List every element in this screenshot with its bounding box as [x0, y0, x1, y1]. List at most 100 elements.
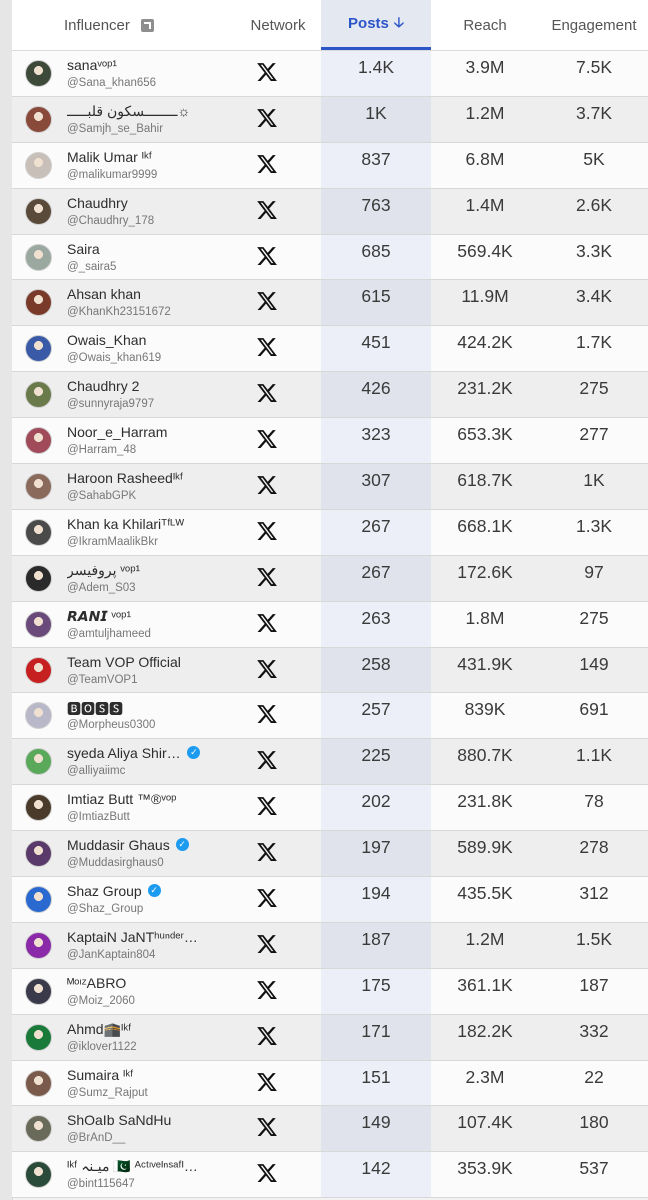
- x-network-icon: [256, 566, 278, 588]
- influencer-name[interactable]: Imtiaz Butt ™®ᵛᵒᵖ: [67, 791, 177, 808]
- avatar[interactable]: [25, 473, 52, 501]
- expand-icon[interactable]: [140, 18, 154, 32]
- table-row[interactable]: Noor_e_Harram @Harram_48 323 653.3K 277: [12, 418, 648, 465]
- avatar[interactable]: [25, 564, 52, 592]
- influencer-name[interactable]: Chaudhry: [67, 194, 128, 211]
- table-row[interactable]: Sumaira ᴵᵏᶠ @Sumz_Rajput 151 2.3M 22: [12, 1060, 648, 1107]
- avatar[interactable]: [25, 794, 52, 822]
- avatar[interactable]: [25, 702, 52, 730]
- influencer-name[interactable]: Noor_e_Harram: [67, 424, 168, 441]
- posts-value: 175: [361, 974, 391, 995]
- table-row[interactable]: Shaz Group @Shaz_Group ✓ 194 435.5K 312: [12, 877, 648, 923]
- influencer-name[interactable]: Haroon Rasheedᴵᵏᶠ: [67, 470, 184, 487]
- avatar[interactable]: [25, 335, 52, 363]
- avatar[interactable]: [25, 518, 52, 546]
- column-header-reach[interactable]: Reach: [431, 0, 539, 50]
- table-row[interactable]: ᴹᵒᶦᶻABRO @Moiz_2060 175 361.1K 187: [12, 968, 648, 1015]
- posts-value: 1.4K: [358, 57, 394, 77]
- table-row[interactable]: Khan ka Khilariᵀᶠᴸᵂ @IkramMaalikBkr 267 668…: [12, 509, 648, 556]
- table-row[interactable]: Saira @_saira5 685 569.4K 3.3K: [12, 234, 648, 281]
- avatar[interactable]: [25, 1023, 52, 1051]
- table-row[interactable]: Chaudhry @Chaudhry_178 763 1.4M 2.6K: [12, 188, 648, 235]
- influencer-name[interactable]: 🅱🅾🆂🆂: [67, 701, 123, 718]
- table-row[interactable]: Imtiaz Butt ™®ᵛᵒᵖ @ImtiazButt 202 231.8K 78: [12, 785, 648, 832]
- influencer-name[interactable]: ــــــــسکون قلبـــــ☼: [67, 102, 191, 119]
- x-network-icon: [256, 382, 278, 404]
- table-row[interactable]: 🅱🅾🆂🆂 @Morpheus0300 257 839K 691: [12, 693, 648, 740]
- influencer-name[interactable]: syeda Aliya Shir…: [67, 745, 181, 762]
- table-row[interactable]: KaptaiN JaNTʰᵘⁿᵈᵉʳ… @JanKaptain804 187 1.2M…: [12, 922, 648, 969]
- table-row[interactable]: ــــــــسکون قلبـــــ☼ @Samjh_se_Bahir 1K 1…: [12, 96, 648, 143]
- influencer-handle: @IkramMaalikBkr: [67, 535, 158, 548]
- table-row[interactable]: Haroon Rasheedᴵᵏᶠ @SahabGPK 307 618.7K 1K: [12, 464, 648, 510]
- reach-value: 182.2K: [457, 1020, 513, 1041]
- table-row[interactable]: Team VOP Official @TeamVOP1 258 431.9K 149: [12, 647, 648, 694]
- x-network-icon: [256, 979, 278, 1001]
- influencer-name[interactable]: Team VOP Official: [67, 653, 181, 670]
- avatar[interactable]: [25, 931, 52, 959]
- table-row[interactable]: ᴵᵏᶠ میـنہ 🇵🇰 ᴬᶜᵗᶦᵛᵉᴵⁿˢᵃᶠᴵ… @bint115647 142…: [12, 1152, 648, 1199]
- table-row[interactable]: sanaᵛᵒᵖ¹ @Sana_khan656 1.4K 3.9M 7.5K: [12, 51, 648, 97]
- avatar[interactable]: [25, 656, 52, 684]
- table-row[interactable]: Ahmd🕋ᴵᵏᶠ @iklover1122 171 182.2K 332: [12, 1014, 648, 1061]
- posts-column-highlight: [321, 234, 431, 280]
- avatar[interactable]: [25, 748, 52, 776]
- engagement-value: 1.5K: [576, 928, 612, 949]
- table-row[interactable]: ShOaIb SaNdHu @BrAnD__ 149 107.4K 180: [12, 1106, 648, 1153]
- influencer-name[interactable]: Owais_Khan: [67, 332, 147, 349]
- influencer-handle: @_saira5: [67, 260, 117, 273]
- avatar[interactable]: [25, 151, 52, 179]
- influencer-name[interactable]: Malik Umar ᴵᵏᶠ: [67, 148, 152, 165]
- posts-value: 151: [361, 1066, 391, 1087]
- avatar[interactable]: [25, 1115, 52, 1143]
- posts-value: 194: [361, 883, 391, 904]
- avatar[interactable]: [25, 197, 52, 225]
- avatar[interactable]: [25, 381, 52, 409]
- table-row[interactable]: Chaudhry 2 @sunnyraja9797 426 231.2K 275: [12, 372, 648, 419]
- avatar[interactable]: [25, 289, 52, 317]
- table-row[interactable]: Owais_Khan @Owais_khan619 451 424.2K 1.7K: [12, 326, 648, 373]
- table-row[interactable]: Muddasir Ghaus @Muddasirghaus0 ✓ 197 589.9K 2…: [12, 831, 648, 878]
- table-row[interactable]: 𝙍𝘼𝙉𝙄 ᵛᵒᵖ¹ @amtuljhameed 263 1.8M 275: [12, 601, 648, 648]
- influencer-name[interactable]: ᴹᵒᶦᶻABRO: [67, 974, 127, 991]
- influencer-name[interactable]: پروفیسر ᵛᵒᵖ¹: [67, 561, 141, 578]
- posts-value: 615: [361, 286, 391, 307]
- x-network-icon: [256, 428, 278, 450]
- avatar[interactable]: [25, 243, 52, 271]
- influencer-name[interactable]: Khan ka Khilariᵀᶠᴸᵂ: [67, 515, 185, 532]
- influencer-name[interactable]: 𝙍𝘼𝙉𝙄 ᵛᵒᵖ¹: [67, 607, 132, 624]
- avatar[interactable]: [25, 840, 52, 868]
- influencer-name[interactable]: Ahmd🕋ᴵᵏᶠ: [67, 1020, 132, 1037]
- influencer-name[interactable]: Saira: [67, 240, 100, 257]
- influencer-name[interactable]: KaptaiN JaNTʰᵘⁿᵈᵉʳ…: [67, 928, 198, 945]
- table-row[interactable]: syeda Aliya Shir… @alliyaiimc ✓ 225 880.7K 1.…: [12, 739, 648, 786]
- avatar[interactable]: [25, 1161, 52, 1189]
- column-header-influencer[interactable]: Influencer: [12, 0, 252, 50]
- posts-value: 837: [361, 148, 391, 169]
- engagement-value: 275: [579, 607, 609, 628]
- avatar[interactable]: [25, 1069, 52, 1097]
- avatar[interactable]: [25, 610, 52, 638]
- avatar[interactable]: [25, 427, 52, 455]
- table-row[interactable]: پروفیسر ᵛᵒᵖ¹ @Adem_S03 267 172.6K 97: [12, 555, 648, 602]
- influencer-name[interactable]: Shaz Group: [67, 883, 142, 900]
- column-header-engagement[interactable]: Engagement: [539, 0, 648, 50]
- influencer-name[interactable]: sanaᵛᵒᵖ¹: [67, 57, 118, 73]
- posts-value: 197: [361, 837, 391, 858]
- influencer-name[interactable]: Ahsan khan: [67, 286, 141, 303]
- table-row[interactable]: Malik Umar ᴵᵏᶠ @malikumar9999 837 6.8M 5K: [12, 142, 648, 189]
- influencer-name[interactable]: ShOaIb SaNdHu: [67, 1112, 172, 1129]
- column-header-posts[interactable]: Posts 🡣: [321, 0, 431, 50]
- influencer-name[interactable]: ᴵᵏᶠ میـنہ 🇵🇰 ᴬᶜᵗᶦᵛᵉᴵⁿˢᵃᶠᴵ…: [67, 1158, 198, 1175]
- avatar[interactable]: [25, 977, 52, 1005]
- table-row[interactable]: Ahsan khan @KhanKh23151672 615 11.9M 3.4K: [12, 280, 648, 327]
- influencer-name[interactable]: Muddasir Ghaus: [67, 837, 170, 854]
- avatar[interactable]: [25, 105, 52, 133]
- influencer-name[interactable]: Sumaira ᴵᵏᶠ: [67, 1066, 134, 1083]
- column-header-network[interactable]: Network: [224, 0, 332, 50]
- avatar[interactable]: [25, 886, 52, 914]
- posts-column-highlight: [321, 968, 431, 1014]
- influencer-name[interactable]: Chaudhry 2: [67, 378, 140, 395]
- avatar[interactable]: [25, 60, 52, 87]
- reach-header-label: Reach: [463, 16, 507, 34]
